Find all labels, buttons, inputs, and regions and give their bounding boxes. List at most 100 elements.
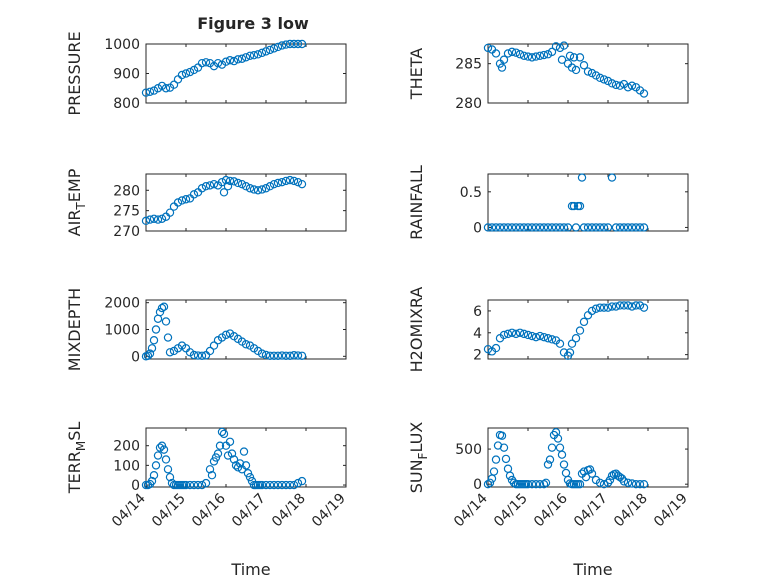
data-point	[579, 223, 589, 232]
data-point	[503, 223, 513, 232]
y-tick-label: 0	[131, 478, 140, 494]
data-point	[177, 70, 187, 80]
data-point	[555, 223, 565, 232]
data-point	[161, 84, 171, 93]
data-point	[587, 306, 597, 316]
y-tick-label: 1000	[104, 323, 140, 339]
data-point	[535, 51, 545, 61]
data-point	[575, 479, 585, 489]
data-point	[265, 480, 275, 490]
data-point	[579, 61, 589, 70]
data-point	[503, 329, 513, 339]
data-point	[499, 223, 509, 232]
data-point	[635, 223, 645, 232]
data-point	[619, 223, 629, 232]
data-point	[161, 455, 171, 464]
data-point	[489, 467, 499, 476]
data-point	[627, 302, 637, 311]
data-point	[483, 223, 493, 232]
data-point	[145, 215, 155, 224]
data-point	[491, 343, 501, 353]
data-point	[265, 351, 275, 360]
data-point	[611, 223, 621, 232]
data-point	[239, 447, 249, 456]
data-point	[289, 176, 299, 186]
y-axis-label-main: TERR	[65, 451, 84, 494]
data-point	[623, 223, 633, 232]
y-axis-label: MIXDEPTH	[65, 288, 84, 371]
data-point	[215, 441, 225, 450]
y-tick-label: 285	[455, 57, 482, 73]
data-point	[273, 178, 283, 188]
data-point	[531, 223, 541, 232]
data-point	[515, 328, 525, 337]
data-point	[165, 348, 175, 357]
data-point	[269, 44, 279, 53]
subplot-mixdepth: 0 1000 2000 MIXDEPTH	[65, 288, 347, 371]
data-point	[511, 329, 521, 339]
data-point	[297, 351, 307, 360]
y-tick-label: 800	[113, 96, 140, 112]
data-point	[217, 427, 227, 437]
subplot-pressure: 800 900 1000 PRESSURE	[65, 31, 347, 116]
data-point	[241, 340, 251, 349]
data-point	[151, 461, 161, 470]
data-point	[257, 48, 267, 58]
data-point	[157, 303, 167, 313]
data-point	[249, 51, 259, 60]
data-point	[499, 443, 509, 452]
data-point	[523, 330, 533, 340]
data-point	[297, 39, 307, 49]
data-point	[297, 476, 307, 486]
y-tick-label: 280	[455, 96, 482, 112]
data-point	[277, 41, 287, 50]
data-point	[547, 335, 557, 344]
y-axis-label: AIRTEMP	[65, 168, 88, 236]
subplot-air-temp: 270 275 280 AIRTEMP	[65, 168, 347, 240]
data-point	[185, 67, 195, 77]
data-point	[603, 223, 613, 232]
y-tick-label: 900	[113, 67, 140, 83]
data-point	[523, 479, 533, 489]
data-point	[161, 317, 171, 326]
data-point	[281, 480, 291, 490]
data-point	[615, 223, 625, 232]
data-point	[243, 469, 253, 478]
data-point	[253, 186, 263, 195]
data-point	[483, 479, 493, 489]
data-point	[535, 223, 545, 232]
data-point	[225, 437, 235, 446]
data-point	[599, 479, 609, 489]
data-point	[285, 351, 295, 360]
data-point	[483, 344, 493, 354]
data-point	[169, 80, 179, 89]
data-point	[209, 457, 219, 466]
data-point	[523, 223, 533, 232]
data-point	[615, 81, 625, 90]
data-point	[237, 179, 247, 189]
data-point	[189, 480, 199, 490]
data-point	[631, 223, 641, 232]
y-tick-label: 4	[473, 326, 482, 342]
data-point	[631, 479, 641, 489]
data-point	[193, 480, 203, 490]
y-axis-label: TERRMSL	[65, 422, 88, 495]
data-point	[565, 51, 575, 61]
data-point	[213, 58, 223, 68]
y-axis-label-rest: LUX	[407, 422, 426, 453]
data-point	[541, 478, 551, 487]
axes-frame	[145, 299, 347, 360]
data-point	[519, 51, 529, 61]
data-point	[519, 223, 529, 232]
y-tick-label: 2	[473, 348, 482, 364]
data-point	[501, 454, 511, 464]
data-point	[535, 331, 545, 341]
y-tick-label: 0	[473, 220, 482, 236]
data-point	[159, 302, 169, 311]
data-point	[491, 455, 501, 464]
y-axis-label-subscript: F	[416, 452, 430, 459]
x-axis-label: Time	[230, 560, 270, 579]
data-point	[605, 475, 615, 485]
data-point	[543, 334, 553, 343]
y-tick-label: 500	[455, 442, 482, 458]
